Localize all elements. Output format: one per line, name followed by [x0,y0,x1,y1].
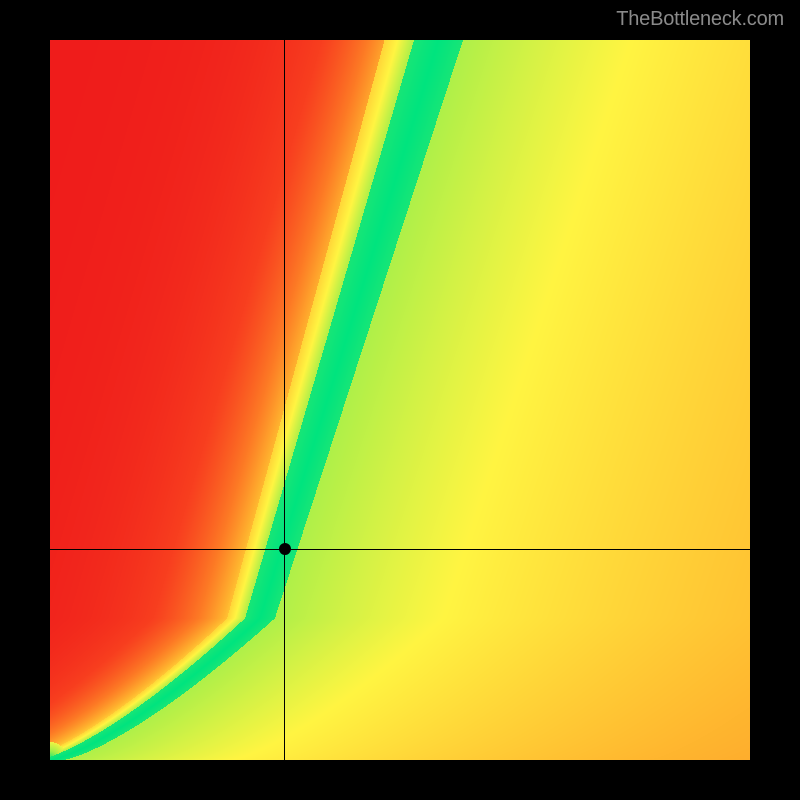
heatmap-canvas [50,40,750,760]
plot-area [50,40,750,760]
watermark-text: TheBottleneck.com [616,8,784,31]
chart-container: TheBottleneck.com [0,0,800,800]
